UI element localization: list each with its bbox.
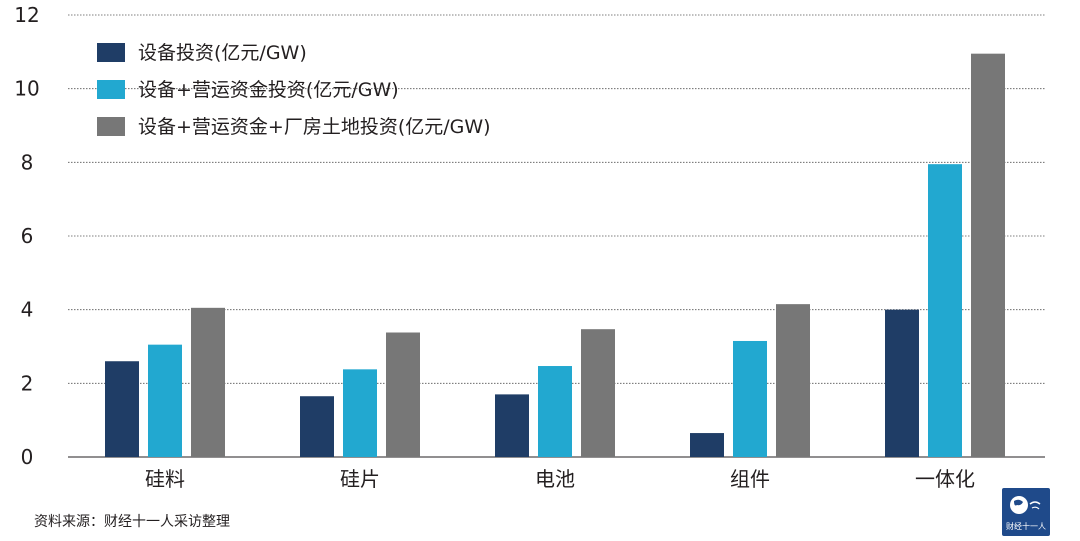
- publisher-logo: 财经十一人: [1002, 488, 1050, 536]
- y-tick-label: 6: [21, 224, 34, 248]
- globe-icon: [1010, 496, 1041, 514]
- y-tick-label: 8: [21, 150, 34, 174]
- x-tick-label: 一体化: [915, 467, 975, 491]
- bar: [343, 369, 377, 457]
- y-tick-label: 4: [21, 298, 34, 322]
- legend-label: 设备+营运资金投资(亿元/GW): [138, 79, 399, 101]
- bar: [148, 344, 182, 457]
- bar: [733, 340, 767, 457]
- bar: [581, 329, 615, 457]
- legend-swatch: [97, 43, 125, 62]
- x-tick-label: 电池: [535, 467, 575, 491]
- bar: [386, 332, 420, 457]
- bar: [928, 164, 962, 458]
- legend-label: 设备+营运资金+厂房土地投资(亿元/GW): [138, 116, 491, 138]
- bar: [300, 396, 334, 457]
- bar: [885, 309, 919, 457]
- y-tick-label: 10: [14, 77, 39, 101]
- grid-lines: [68, 14, 1045, 458]
- bar: [690, 433, 724, 457]
- x-tick-label: 硅料: [145, 467, 185, 491]
- x-axis-labels: 硅料 硅片 电池 组件 一体化: [145, 467, 975, 491]
- legend-label: 设备投资(亿元/GW): [138, 42, 307, 64]
- legend-swatch: [97, 117, 125, 136]
- y-tick-label: 2: [21, 371, 34, 395]
- bar: [776, 304, 810, 457]
- bar: [538, 366, 572, 457]
- bar: [971, 53, 1005, 458]
- x-tick-label: 硅片: [340, 467, 380, 491]
- bar: [191, 307, 225, 457]
- logo-text: 财经十一人: [1006, 522, 1046, 531]
- source-note: 资料来源：财经十一人采访整理: [34, 514, 230, 530]
- bar: [105, 361, 139, 457]
- bar: [495, 394, 529, 457]
- legend: 设备投资(亿元/GW) 设备+营运资金投资(亿元/GW) 设备+营运资金+厂房土地投…: [97, 42, 491, 138]
- x-tick-label: 组件: [730, 467, 770, 491]
- y-axis-ticks: 0 2 4 6 8 10 12: [14, 3, 39, 469]
- legend-swatch: [97, 80, 125, 99]
- y-tick-label: 12: [14, 3, 39, 27]
- bars: [105, 53, 1005, 458]
- y-tick-label: 0: [21, 445, 34, 469]
